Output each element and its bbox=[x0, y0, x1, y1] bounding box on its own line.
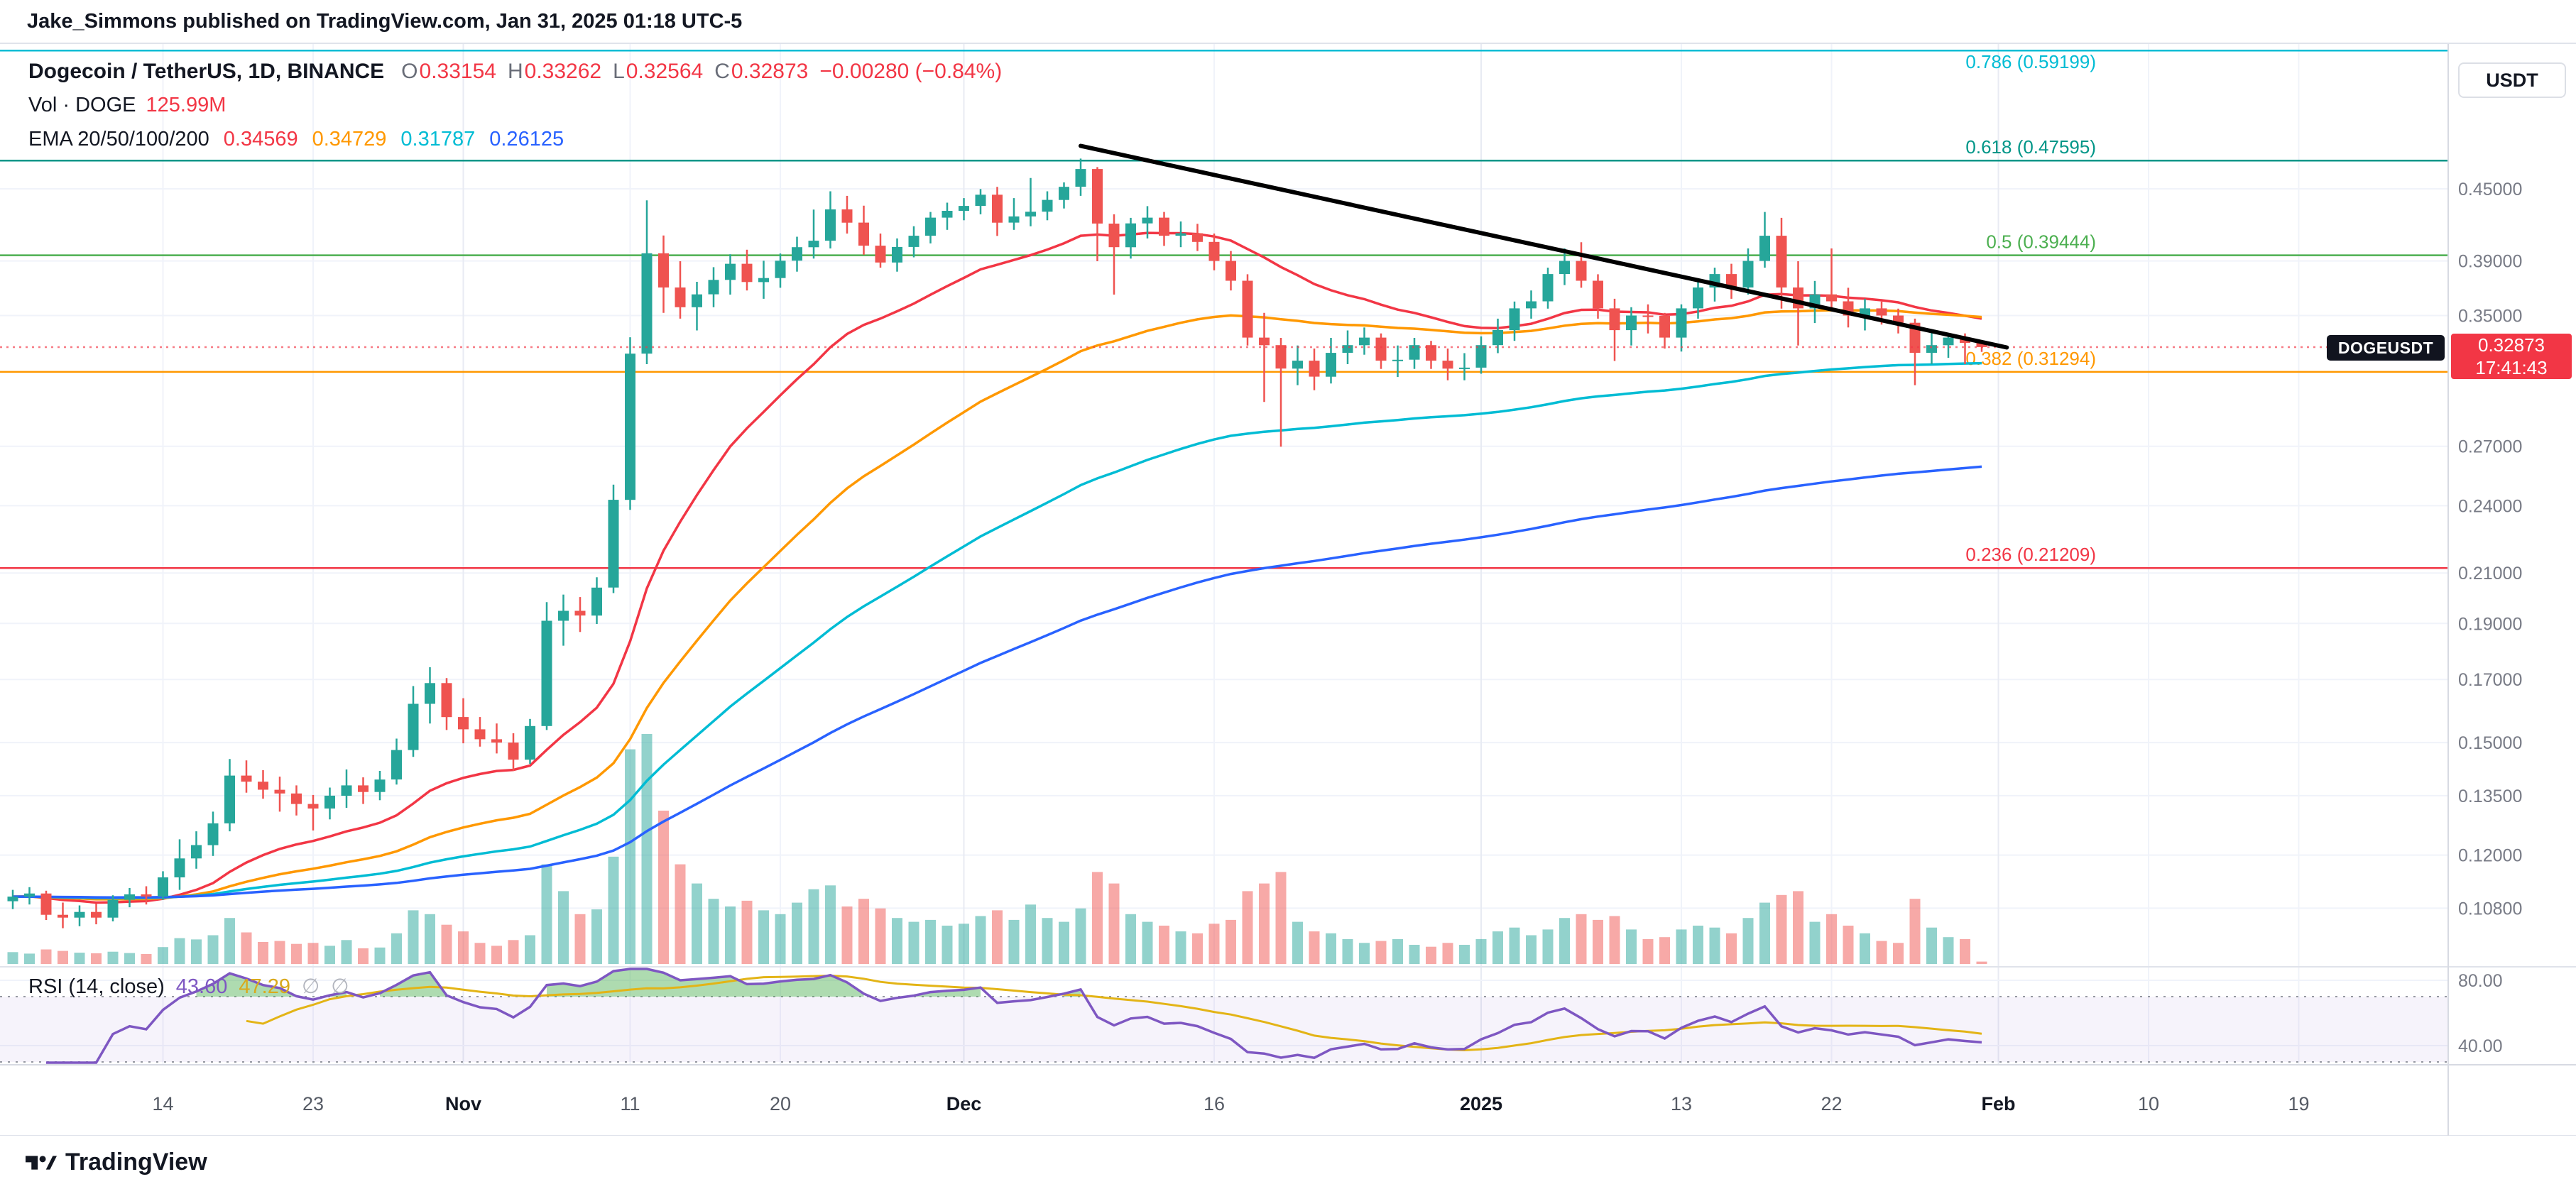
svg-text:0.39000: 0.39000 bbox=[2458, 252, 2522, 272]
svg-text:0.5 (0.39444): 0.5 (0.39444) bbox=[1986, 231, 2096, 253]
svg-text:0.15000: 0.15000 bbox=[2458, 733, 2522, 753]
svg-text:0.24000: 0.24000 bbox=[2458, 496, 2522, 516]
svg-text:0.45000: 0.45000 bbox=[2458, 180, 2522, 199]
ohlc-open: O 0.33154 bbox=[401, 60, 496, 84]
svg-text:0.236 (0.21209): 0.236 (0.21209) bbox=[1965, 544, 2096, 565]
svg-text:0.10800: 0.10800 bbox=[2458, 899, 2522, 919]
volume-legend-row[interactable]: Vol · DOGE 125.99M bbox=[28, 94, 226, 117]
tradingview-icon bbox=[26, 1155, 57, 1170]
price-line-symbol-chip: DOGEUSDT bbox=[2327, 335, 2445, 361]
svg-text:19: 19 bbox=[2288, 1093, 2309, 1114]
volume-bars bbox=[7, 734, 1987, 965]
change-value: −0.00280 (−0.84%) bbox=[819, 60, 1003, 83]
svg-text:0.382 (0.31294): 0.382 (0.31294) bbox=[1965, 348, 2096, 369]
ohlc-high: H 0.33262 bbox=[508, 60, 601, 84]
svg-text:23: 23 bbox=[302, 1093, 324, 1114]
ema50-value: 0.34729 bbox=[312, 128, 387, 150]
svg-text:0.13500: 0.13500 bbox=[2458, 787, 2522, 806]
svg-text:22: 22 bbox=[1821, 1093, 1842, 1114]
ohlc-low: L 0.32564 bbox=[613, 60, 703, 84]
tradingview-logo-link[interactable]: TradingView bbox=[26, 1147, 207, 1178]
symbol-legend-row[interactable]: Dogecoin / TetherUS, 1D, BINANCE O 0.3315… bbox=[28, 60, 1002, 84]
symbol-chip-label: DOGEUSDT bbox=[2337, 338, 2434, 357]
svg-text:0.21000: 0.21000 bbox=[2458, 564, 2522, 583]
attribution-bar: Jake_Simmons published on TradingView.co… bbox=[0, 0, 2576, 44]
volume-value: 125.99M bbox=[146, 94, 227, 116]
svg-text:13: 13 bbox=[1671, 1093, 1692, 1114]
svg-text:11: 11 bbox=[620, 1093, 640, 1114]
svg-text:0.17000: 0.17000 bbox=[2458, 670, 2522, 690]
svg-text:Dec: Dec bbox=[946, 1093, 982, 1114]
svg-text:0.27000: 0.27000 bbox=[2458, 437, 2522, 457]
last-price-badge[interactable]: 0.32873 17:41:43 bbox=[2451, 334, 2572, 379]
ema100-value: 0.31787 bbox=[400, 128, 476, 150]
chart-canvas[interactable]: 0.786 (0.59199) 0.618 (0.47595) 0.5 (0.394… bbox=[0, 44, 2576, 1189]
rsi-pane bbox=[0, 968, 2448, 1064]
rsi-ma-value: 47.29 bbox=[239, 975, 290, 998]
currency-toggle[interactable]: USDT bbox=[2458, 62, 2566, 98]
svg-text:0.35000: 0.35000 bbox=[2458, 307, 2522, 327]
svg-text:10: 10 bbox=[2138, 1093, 2159, 1114]
svg-text:0.618 (0.47595): 0.618 (0.47595) bbox=[1965, 136, 2096, 158]
ohlc-low-value: 0.32564 bbox=[626, 60, 704, 83]
bar-countdown: 17:41:43 bbox=[2475, 357, 2548, 378]
svg-text:Nov: Nov bbox=[445, 1093, 481, 1114]
rsi-hidden-icon: ∅ bbox=[331, 975, 349, 998]
svg-text:80.00: 80.00 bbox=[2458, 971, 2503, 991]
last-price-value: 0.32873 bbox=[2478, 334, 2545, 356]
attribution-text: Jake_Simmons published on TradingView.co… bbox=[27, 9, 743, 33]
ema200-value: 0.26125 bbox=[489, 128, 564, 150]
price-axis-labels: 0.45000 0.39000 0.35000 0.27000 0.24000 0.210… bbox=[2458, 180, 2522, 1056]
rsi-value: 43.60 bbox=[175, 975, 228, 998]
ohlc-open-label: O bbox=[401, 60, 418, 83]
candles-layer bbox=[7, 158, 1987, 928]
price-axis[interactable] bbox=[2448, 44, 2576, 1136]
descending-trendline[interactable] bbox=[1079, 143, 2009, 350]
ema-legend-row[interactable]: EMA 20/50/100/200 0.34569 0.34729 0.3178… bbox=[28, 128, 564, 151]
svg-text:20: 20 bbox=[770, 1093, 791, 1114]
time-axis-labels: 14 23 Nov 11 20 Dec 16 2025 13 22 Feb 10 19 bbox=[152, 1093, 2309, 1114]
svg-text:40.00: 40.00 bbox=[2458, 1036, 2503, 1056]
currency-label: USDT bbox=[2486, 69, 2538, 91]
rsi-title: RSI (14, close) bbox=[28, 975, 165, 998]
svg-text:0.12000: 0.12000 bbox=[2458, 846, 2522, 866]
svg-text:0.19000: 0.19000 bbox=[2458, 614, 2522, 634]
time-axis[interactable] bbox=[0, 1065, 2448, 1136]
svg-text:Feb: Feb bbox=[1981, 1093, 2015, 1114]
rsi-legend-row[interactable]: RSI (14, close) 43.60 47.29 ∅ ∅ bbox=[28, 974, 349, 999]
ema-lines bbox=[12, 231, 1982, 904]
tradingview-brand-text: TradingView bbox=[65, 1149, 207, 1176]
ohlc-close-label: C bbox=[714, 60, 730, 83]
svg-text:14: 14 bbox=[152, 1093, 173, 1114]
volume-label: Vol · DOGE bbox=[28, 94, 136, 116]
ohlc-close-value: 0.32873 bbox=[731, 60, 809, 83]
svg-text:2025: 2025 bbox=[1460, 1093, 1502, 1114]
ohlc-high-value: 0.33262 bbox=[524, 60, 602, 83]
ema-label: EMA 20/50/100/200 bbox=[28, 128, 209, 150]
grid-lines bbox=[0, 44, 2448, 1065]
ohlc-open-value: 0.33154 bbox=[419, 60, 496, 83]
svg-text:16: 16 bbox=[1204, 1093, 1225, 1114]
rsi-hidden-icon: ∅ bbox=[301, 975, 320, 998]
ohlc-low-label: L bbox=[613, 60, 625, 83]
ohlc-close: C 0.32873 bbox=[714, 60, 808, 84]
svg-text:0.786 (0.59199): 0.786 (0.59199) bbox=[1965, 51, 2096, 72]
footer: TradingView bbox=[0, 1136, 2576, 1189]
ema20-value: 0.34569 bbox=[223, 128, 298, 150]
ohlc-high-label: H bbox=[507, 60, 523, 83]
symbol-title: Dogecoin / TetherUS, 1D, BINANCE bbox=[28, 60, 385, 83]
fib-retracement[interactable]: 0.786 (0.59199) 0.618 (0.47595) 0.5 (0.394… bbox=[0, 50, 2448, 569]
